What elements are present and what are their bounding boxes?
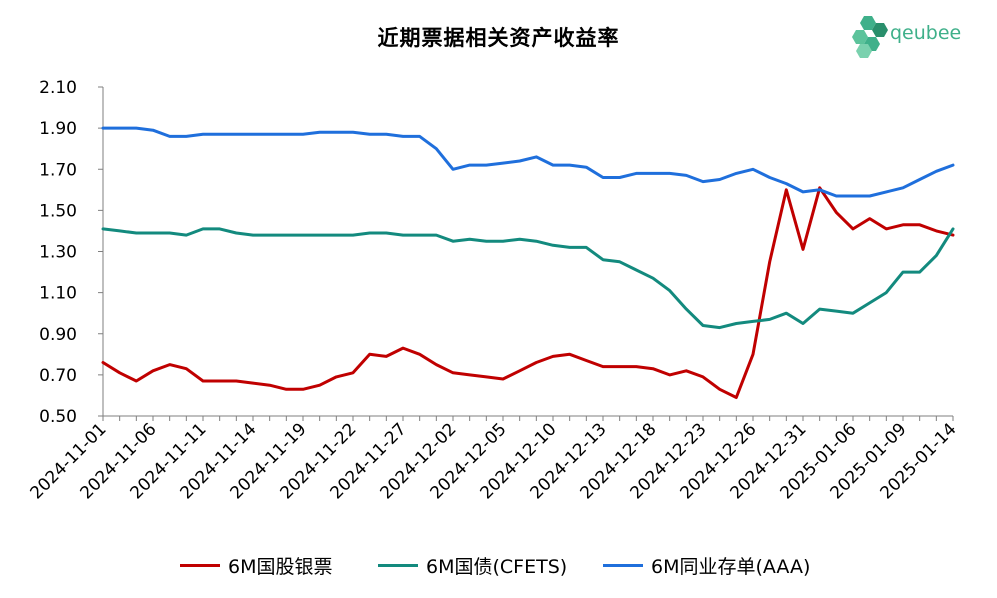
legend-label: 6M国债(CFETS) bbox=[426, 555, 568, 578]
chart-title: 近期票据相关资产收益率 bbox=[377, 26, 620, 50]
logo-text: qeubee bbox=[890, 22, 962, 44]
x-axis-ticks: 2024-11-012024-11-062024-11-112024-11-14… bbox=[27, 416, 961, 503]
y-axis-ticks: 2.10 1.90 1.70 1.50 1.30 1.10 0.90 0.70 0.50 bbox=[39, 78, 103, 427]
y-tick-label: 1.10 bbox=[39, 284, 77, 304]
y-tick-label: 0.70 bbox=[39, 366, 77, 386]
y-tick-label: 2.10 bbox=[39, 78, 77, 98]
legend-item-treasury: 6M国债(CFETS) bbox=[378, 550, 567, 580]
series-line-2 bbox=[101, 126, 955, 198]
legend-label: 6M同业存单(AAA) bbox=[651, 555, 811, 578]
legend-swatch bbox=[378, 563, 418, 567]
legend-item-bill: 6M国股银票 bbox=[180, 550, 332, 580]
legend-swatch bbox=[180, 563, 220, 567]
series-lines bbox=[101, 126, 955, 399]
legend-label: 6M国股银票 bbox=[228, 555, 333, 578]
hexagon-cluster-icon bbox=[852, 16, 888, 58]
legend-swatch bbox=[603, 563, 643, 567]
y-tick-label: 1.90 bbox=[39, 119, 77, 139]
y-tick-label: 1.70 bbox=[39, 160, 77, 180]
y-tick-label: 0.50 bbox=[39, 407, 77, 427]
series-line-1 bbox=[101, 227, 955, 330]
legend-item-ncd: 6M同业存单(AAA) bbox=[603, 550, 810, 580]
series-line-0 bbox=[101, 186, 955, 399]
brand-logo: qeubee bbox=[852, 14, 970, 58]
y-tick-label: 0.90 bbox=[39, 325, 77, 345]
y-tick-label: 1.50 bbox=[39, 201, 77, 221]
y-tick-label: 1.30 bbox=[39, 243, 77, 263]
chart-legend: 6M国股银票 6M国债(CFETS) 6M同业存单(AAA) bbox=[0, 550, 997, 580]
